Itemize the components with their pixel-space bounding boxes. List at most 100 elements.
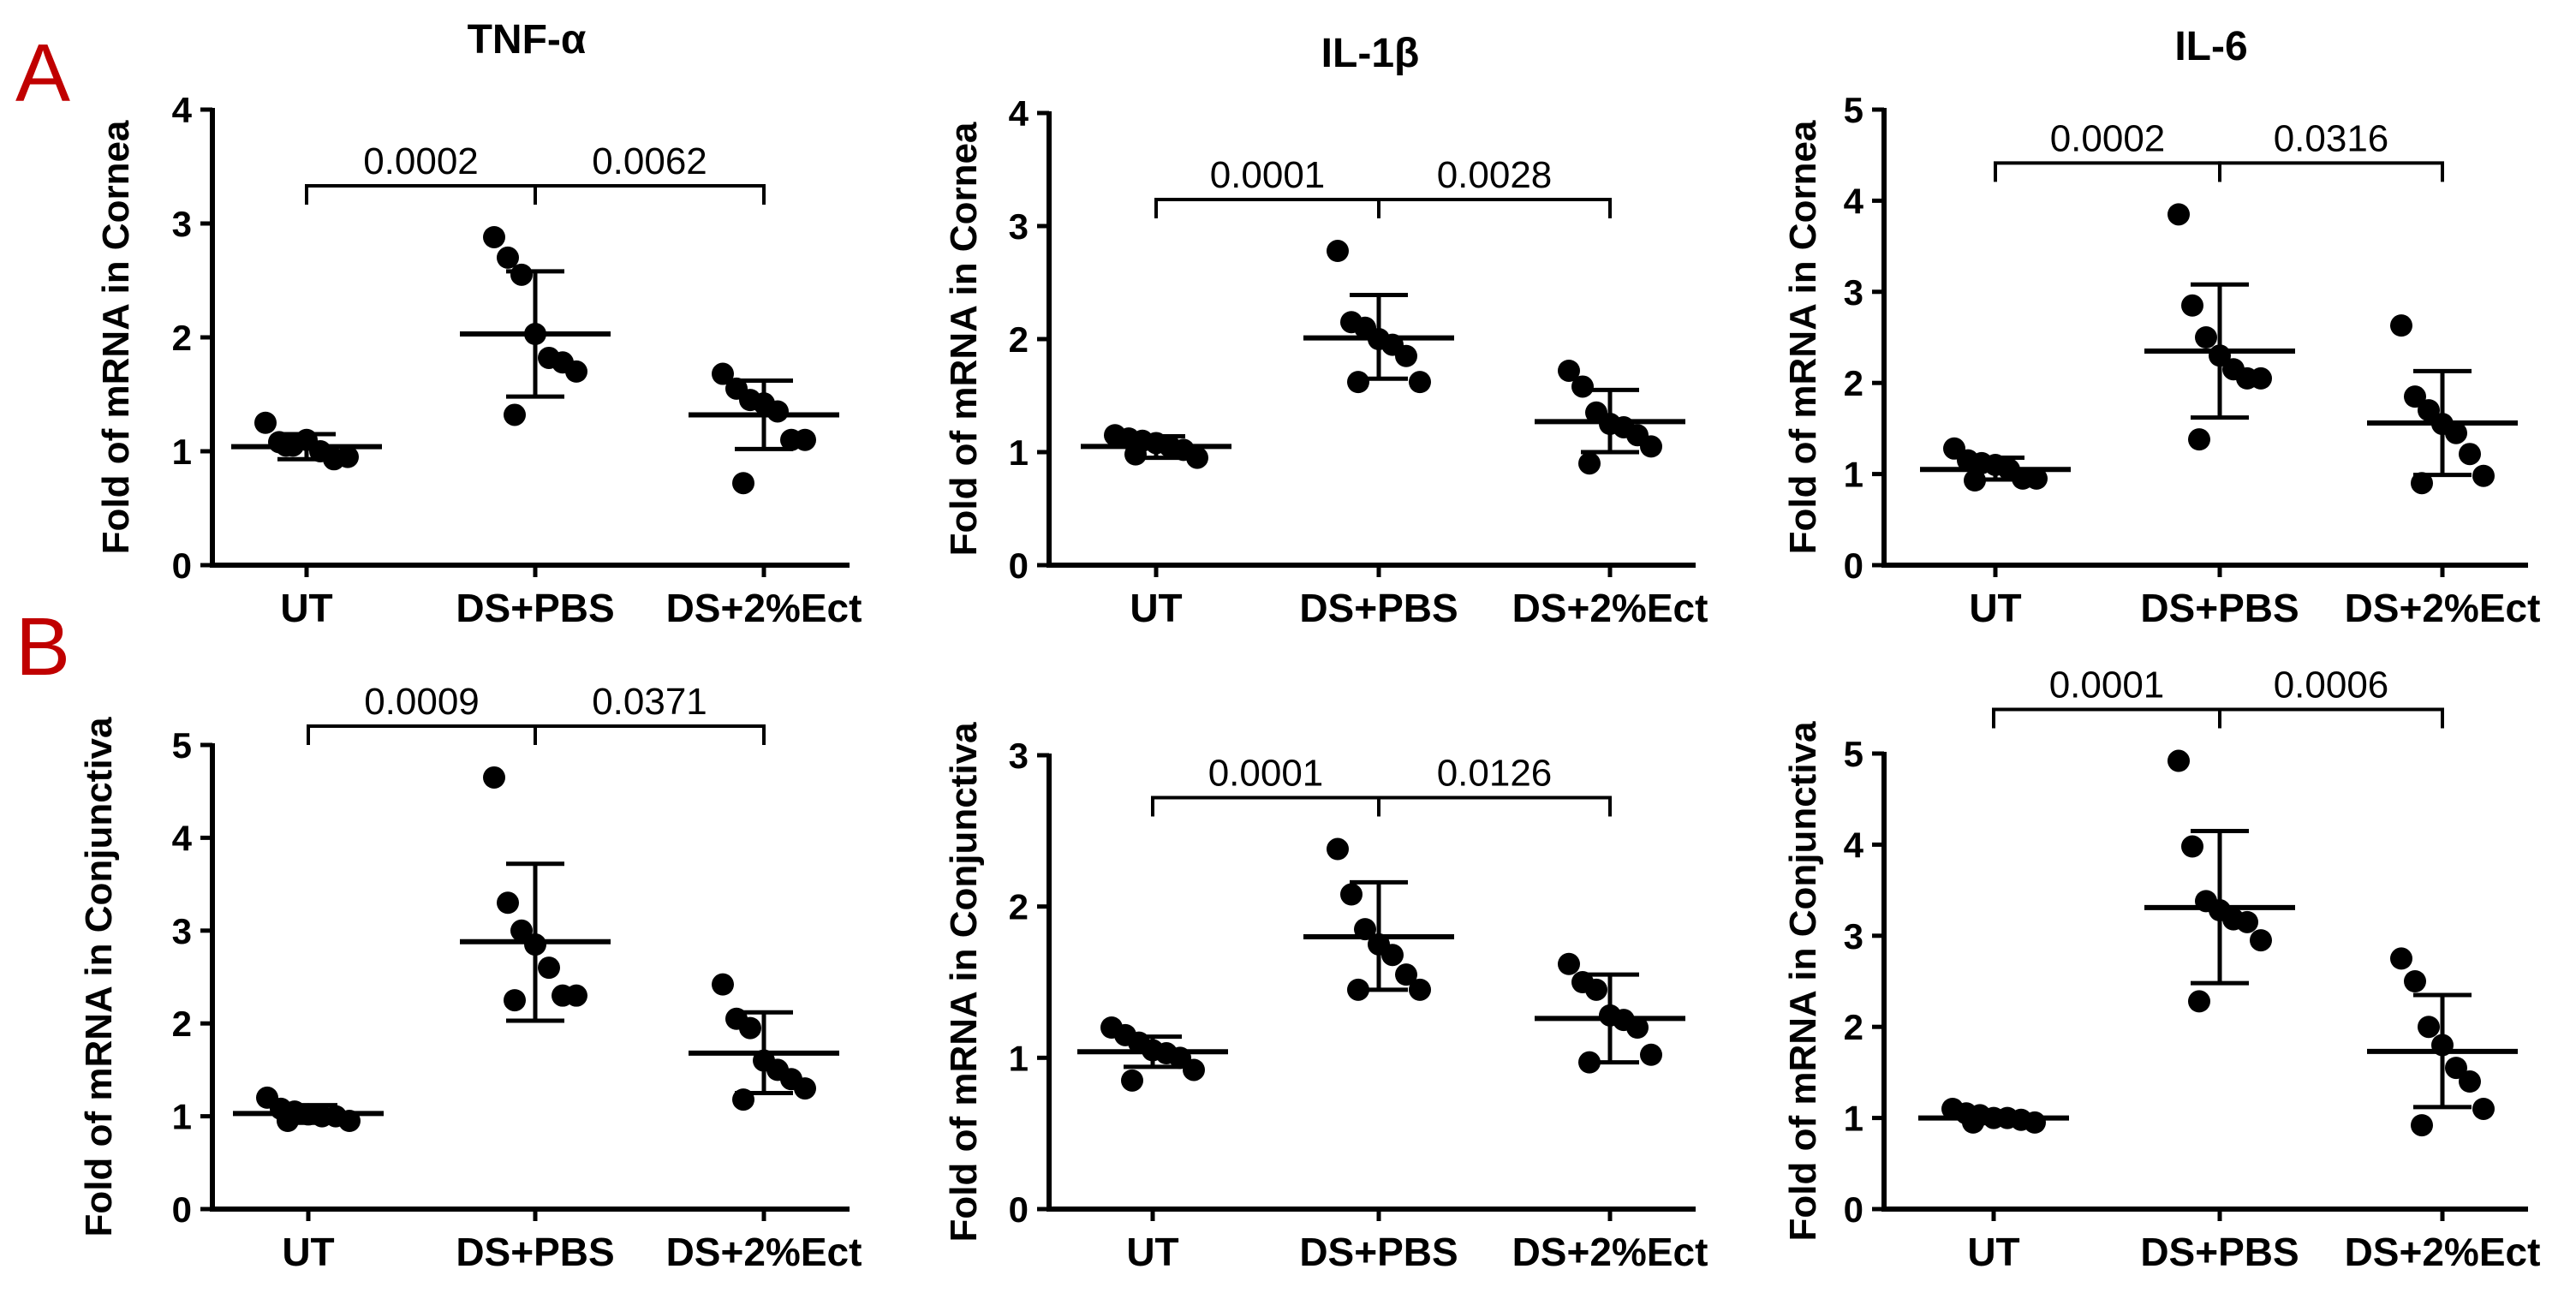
y-tick-label: 3	[172, 204, 192, 244]
data-point	[565, 360, 587, 383]
data-point	[483, 766, 505, 789]
data-point	[712, 362, 734, 385]
axis-lines	[210, 743, 850, 1212]
data-point	[1571, 375, 1594, 398]
data-point	[277, 1110, 299, 1133]
x-category-label: DS+2%Ect	[2345, 1230, 2541, 1274]
data-point	[2404, 385, 2426, 408]
data-point	[2250, 929, 2272, 952]
data-point	[732, 472, 754, 495]
x-category-label: DS+2%Ect	[1512, 586, 1708, 630]
y-axis-title: Fold of mRNA in Cornea	[943, 122, 985, 556]
chart-2: 0 1 2 3 4 UT DS+PBS DS+2%Ect Fold of mRNA in Cor…	[943, 31, 1708, 630]
data-point	[2472, 464, 2495, 487]
data-point	[1381, 944, 1404, 967]
data-point	[794, 1077, 816, 1100]
data-point	[1121, 1069, 1143, 1092]
x-category-label: DS+PBS	[2140, 586, 2299, 630]
x-category-label: DS+2%Ect	[666, 1230, 862, 1274]
chart-6: 0 1 2 3 4 5 UT DS+PBS DS+2%Ect Fold of mRNA in Co…	[1782, 664, 2540, 1274]
y-tick-label: 4	[172, 818, 193, 858]
data-point	[2411, 1114, 2433, 1137]
chart-4: 0 1 2 3 4 5 UT DS+PBS DS+2%Ect Fold of mRNA in Co…	[78, 681, 862, 1274]
y-tick-label: 1	[1009, 1038, 1029, 1078]
data-point	[504, 989, 526, 1012]
chart-title: IL-6	[2174, 24, 2247, 69]
data-point	[2445, 1057, 2467, 1080]
data-point	[1640, 435, 1662, 458]
x-category-label: DS+2%Ect	[2345, 586, 2541, 630]
y-axis-title: Fold of mRNA in Conjunctiva	[1782, 721, 1824, 1242]
p-value-label: 0.0001	[1210, 154, 1326, 196]
data-point	[1578, 452, 1601, 475]
significance-bracket	[1154, 198, 1380, 219]
y-tick-label: 0	[172, 545, 192, 586]
data-point	[538, 956, 560, 980]
data-point	[1327, 837, 1349, 861]
y-tick-label: 4	[172, 90, 193, 130]
y-tick-label: 3	[1844, 916, 1863, 956]
y-tick-label: 3	[1844, 272, 1863, 313]
data-point	[2181, 835, 2203, 858]
y-tick-label: 4	[1844, 181, 1864, 221]
axis-lines	[1881, 752, 2528, 1212]
y-axis-title: Fold of mRNA in Conjunctiva	[78, 717, 120, 1237]
data-point	[2404, 970, 2426, 992]
data-point	[766, 400, 789, 423]
data-point	[504, 403, 526, 426]
data-point	[497, 246, 519, 269]
x-category-label: DS+PBS	[1299, 586, 1458, 630]
significance-bracket	[307, 724, 537, 745]
data-point	[1347, 371, 1369, 394]
y-tick-label: 1	[172, 432, 192, 472]
data-point	[510, 263, 533, 286]
data-point	[2459, 443, 2481, 466]
data-point	[1340, 883, 1363, 906]
data-point	[497, 891, 519, 915]
data-point	[1395, 344, 1417, 367]
p-value-label: 0.0062	[592, 140, 707, 182]
data-point	[2025, 467, 2048, 490]
y-axis-title: Fold of mRNA in Cornea	[95, 120, 137, 554]
data-point	[2188, 990, 2210, 1013]
significance-bracket	[1994, 161, 2221, 182]
significance-bracket	[2218, 707, 2444, 729]
x-category-label: DS+2%Ect	[666, 586, 862, 630]
data-point	[1626, 1016, 1649, 1039]
x-category-label: DS+PBS	[456, 586, 614, 630]
data-point	[1962, 1111, 1984, 1134]
data-point	[2445, 421, 2467, 444]
data-point	[254, 411, 277, 434]
data-point	[1183, 1058, 1205, 1081]
x-category-label: UT	[1967, 1230, 2019, 1274]
data-point	[338, 1110, 361, 1133]
data-point	[1347, 978, 1369, 1001]
y-tick-label: 5	[172, 725, 192, 766]
chart-title: IL-1β	[1321, 31, 1420, 76]
significance-bracket	[1377, 795, 1612, 817]
data-point	[1327, 240, 1349, 263]
chart-1: 0 1 2 3 4 UT DS+PBS DS+2%Ect Fold of mRNA in Cor…	[95, 17, 862, 630]
data-point	[732, 1088, 754, 1111]
x-category-label: UT	[280, 586, 332, 630]
y-tick-label: 2	[1009, 887, 1029, 927]
y-tick-label: 0	[1844, 545, 1863, 586]
chart-3: 0 1 2 3 4 5 UT DS+PBS DS+2%Ect Fold of mRNA in Co…	[1782, 24, 2540, 630]
y-tick-label: 3	[1009, 736, 1029, 776]
data-point	[1585, 978, 1607, 1001]
panel-label-b: B	[15, 601, 70, 693]
data-point	[1578, 1051, 1601, 1074]
data-point	[524, 933, 546, 956]
x-category-label: UT	[1969, 586, 2021, 630]
data-point	[2195, 326, 2217, 349]
chart-5: 0 1 2 3 UT DS+PBS DS+2%Ect Fold of mRNA in Conj…	[943, 722, 1708, 1274]
data-point	[1558, 952, 1580, 975]
y-tick-label: 0	[1009, 1189, 1029, 1230]
data-point	[2431, 1034, 2454, 1057]
data-point	[1964, 469, 1986, 492]
y-tick-label: 0	[1009, 545, 1029, 586]
data-point	[275, 434, 297, 457]
data-point	[2188, 428, 2210, 451]
data-point	[510, 919, 533, 942]
